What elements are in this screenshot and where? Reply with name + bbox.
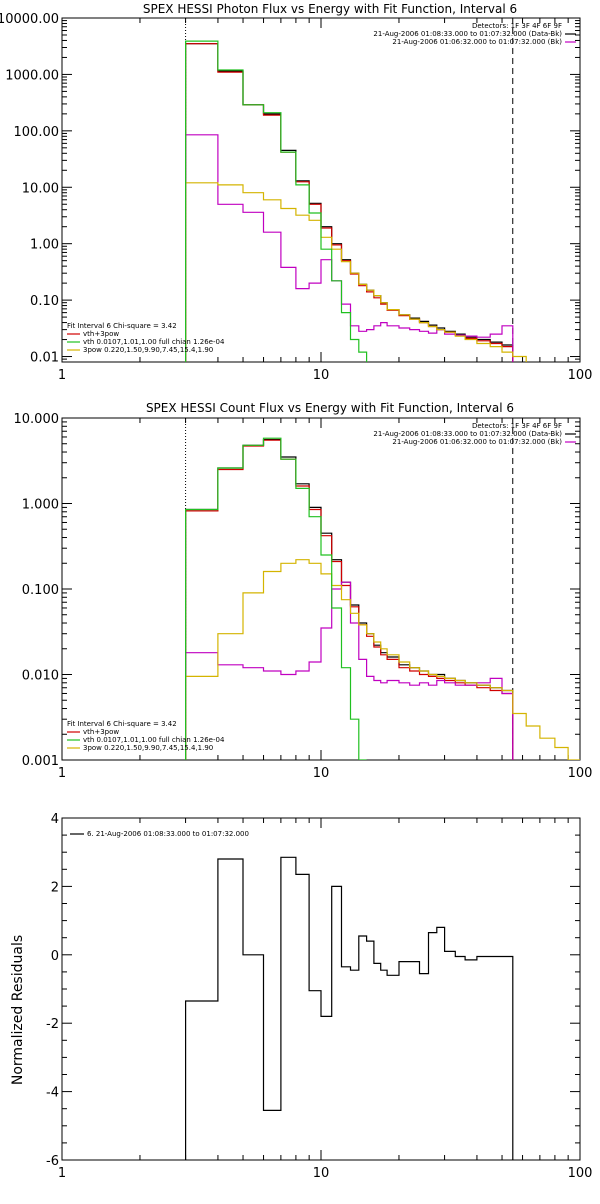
y-tick-label: 100.00 <box>14 125 60 140</box>
x-tick-label: 100 <box>568 766 593 781</box>
x-tick-label: 1 <box>58 1166 66 1181</box>
series-residuals-line <box>185 856 514 1160</box>
x-tick-label: 10 <box>313 1166 330 1181</box>
x-tick-label: 1 <box>58 368 66 383</box>
legend-bottom-entry: vth 0.0107,1.01,1.00 full chian 1.26e-04 <box>83 338 225 346</box>
y-tick-label: 10.000 <box>14 412 60 427</box>
photon-flux-panel: SPEX HESSI Photon Flux vs Energy with Fi… <box>0 2 592 383</box>
x-tick-label: 100 <box>568 368 593 383</box>
legend-top-entry: Detectors: 1F 3F 4F 6F 9F <box>472 22 562 30</box>
x-tick-label: 10 <box>313 368 330 383</box>
axes-frame <box>61 817 581 1161</box>
axes-frame <box>61 17 581 363</box>
y-tick-label: -2 <box>46 1017 59 1032</box>
series-data-bk-line <box>185 43 514 362</box>
y-tick-label: 1000.00 <box>5 68 59 83</box>
x-tick-label: 1 <box>58 766 66 781</box>
y-tick-label: 0.010 <box>22 669 59 684</box>
y-tick-label: -4 <box>46 1086 59 1101</box>
count-flux-panel: SPEX HESSI Count Flux vs Energy with Fit… <box>14 401 593 781</box>
legend-top-entry: 21-Aug-2006 01:06:32.000 to 01:07:32.000… <box>392 438 562 446</box>
y-tick-label: 0.001 <box>22 754 59 769</box>
y-tick-label: 2 <box>51 880 59 895</box>
series-bk-line <box>185 581 514 760</box>
panel-title: SPEX HESSI Photon Flux vs Energy with Fi… <box>143 2 517 16</box>
series-vth-3pow-line <box>185 43 514 362</box>
legend-bottom-entry: 3pow 0.220,1.50,9.90,7.45,15.4,1.90 <box>83 346 213 354</box>
panel-title: SPEX HESSI Count Flux vs Energy with Fit… <box>146 401 514 415</box>
legend-entry: 6. 21-Aug-2006 01:08:33.000 to 01:07:32.… <box>87 830 249 838</box>
legend-bottom-entry: 3pow 0.220,1.50,9.90,7.45,15.4,1.90 <box>83 744 213 752</box>
legend-top-entry: Detectors: 1F 3F 4F 6F 9F <box>472 422 562 430</box>
axes-frame <box>61 417 581 761</box>
y-tick-label: 1.000 <box>22 498 59 513</box>
y-tick-label: 10000.00 <box>0 12 59 27</box>
legend-top-entry: 21-Aug-2006 01:06:32.000 to 01:07:32.000… <box>392 38 562 46</box>
y-axis-label: Normalized Residuals <box>10 935 26 1085</box>
y-tick-label: 10.00 <box>22 181 59 196</box>
series-3pow-line <box>185 559 580 760</box>
y-tick-label: -6 <box>46 1154 59 1169</box>
y-tick-label: 1.00 <box>30 238 59 253</box>
y-tick-label: 0.10 <box>30 294 59 309</box>
legend-top-entry: 21-Aug-2006 01:08:33.000 to 01:07:32.000… <box>373 30 562 38</box>
legend-bottom-entry: Fit Interval 6 Chi-square = 3.42 <box>67 322 177 330</box>
y-tick-label: 0 <box>51 949 59 964</box>
series-3pow-line <box>185 182 527 362</box>
series-vth-line <box>185 437 367 760</box>
legend-bottom-entry: vth 0.0107,1.01,1.00 full chian 1.26e-04 <box>83 736 225 744</box>
y-tick-label: 0.100 <box>22 583 59 598</box>
legend-bottom-entry: vth+3pow <box>83 728 119 736</box>
series-bk-line <box>185 134 514 362</box>
x-tick-label: 100 <box>568 1166 593 1181</box>
series-vth-line <box>185 40 368 362</box>
legend-bottom-entry: Fit Interval 6 Chi-square = 3.42 <box>67 720 177 728</box>
legend-bottom-entry: vth+3pow <box>83 330 119 338</box>
legend-top-entry: 21-Aug-2006 01:08:33.000 to 01:07:32.000… <box>373 430 562 438</box>
residuals-panel: Normalized Residuals 1 10 100 -6 -4 -2 0 2 4 6. 2… <box>10 812 592 1181</box>
y-tick-label: 4 <box>51 812 59 827</box>
y-tick-label: 0.01 <box>30 351 59 366</box>
x-tick-label: 10 <box>313 766 330 781</box>
